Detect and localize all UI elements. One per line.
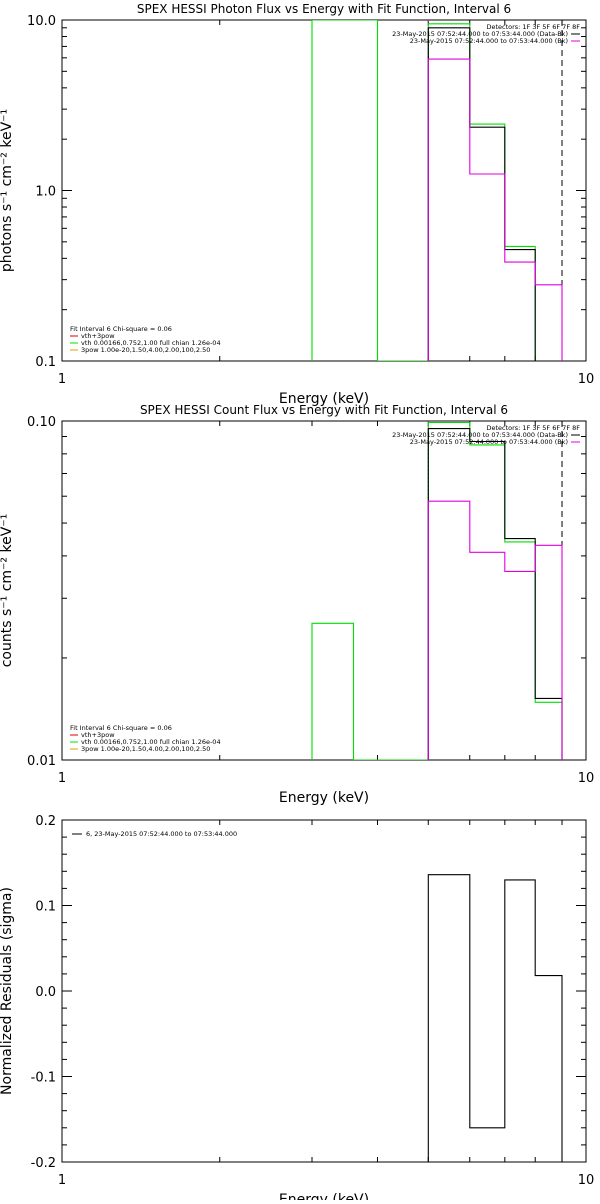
y-axis-label: Normalized Residuals (sigma): [0, 887, 15, 1095]
x-axis-label: Energy (keV): [279, 790, 369, 806]
plot-frame: [61, 819, 587, 1163]
plot-area: [311, 20, 563, 361]
fit-note: vth 0.00166,0.752,1.00 full chian 1.26e-…: [81, 738, 221, 746]
x-tick-label: 10: [578, 771, 595, 786]
legend-entry: Detectors: 1F 3F 5F 6F 7F 8F: [486, 424, 580, 432]
legend-entry: 23-May-2015 07:52:44.000 to 07:53:44.000…: [410, 438, 568, 446]
fit-note: vth 0.00166,0.752,1.00 full chian 1.26e-…: [81, 339, 221, 347]
fit-note: vth+3pow: [81, 731, 115, 739]
fit-note: 3pow 1.00e-20,1.50,4.00,2.00,100,2.50: [81, 745, 210, 753]
plot-frame: [61, 19, 587, 362]
y-tick-label: 0.0: [35, 985, 56, 1000]
plot-area: [427, 874, 563, 1162]
x-axis-label: Energy (keV): [279, 391, 369, 407]
y-tick-label: 0.01: [27, 754, 56, 769]
chart-panel-2: 1 10 0.01 0.10 SPEX HESSI Count Flux vs Ener…: [0, 403, 594, 806]
y-tick-label: 0.1: [35, 900, 56, 915]
plot-frame: [61, 420, 587, 761]
y-tick-label: 0.1: [35, 355, 56, 370]
series-fit-steps: [427, 27, 562, 361]
legend-entry: 23-May-2015 07:52:44.000 to 07:53:44.000…: [392, 431, 568, 439]
x-tick-label: 1: [58, 1173, 66, 1188]
x-tick-label: 10: [578, 372, 595, 387]
legend-entry: Detectors: 1F 3F 5F 6F 7F 8F: [486, 23, 580, 31]
series-fit-steps: [427, 428, 563, 760]
chart-panel-1: 1 10 0.1 1.0 10.0 SPEX HESSI Photon Flux vs E…: [0, 2, 594, 407]
x-axis-label: Energy (keV): [279, 1192, 369, 1200]
y-tick-label: 1.0: [35, 185, 56, 200]
series-bk-steps: [427, 58, 563, 361]
y-tick-label: -0.2: [31, 1156, 56, 1171]
legend-entry: 23-May-2015 07:52:44.000 to 07:53:44.000…: [392, 30, 568, 38]
y-tick-label: 10.0: [27, 14, 56, 29]
fit-note: Fit Interval 6 Chi-square = 0.06: [70, 325, 172, 333]
fit-note: Fit Interval 6 Chi-square = 0.06: [70, 724, 172, 732]
y-tick-label: 0.2: [35, 814, 56, 829]
y-tick-label: -0.1: [31, 1071, 56, 1086]
y-axis-label: photons s⁻¹ cm⁻² keV⁻¹: [0, 109, 15, 272]
plot-area: [311, 421, 563, 760]
series-bk-steps: [427, 500, 563, 760]
chart-title: SPEX HESSI Photon Flux vs Energy with Fi…: [137, 2, 511, 16]
series-data-bk-steps: [311, 20, 562, 361]
series-residuals-steps: [427, 874, 563, 1162]
y-axis-label: counts s⁻¹ cm⁻² keV⁻¹: [0, 514, 15, 668]
series-data-bk-steps: [311, 421, 563, 760]
legend-entry: 23-May-2015 07:52:44.000 to 07:53:44.000…: [410, 37, 568, 45]
y-tick-label: 0.10: [27, 415, 56, 430]
chart-title: SPEX HESSI Count Flux vs Energy with Fit…: [140, 403, 508, 417]
fit-note: vth+3pow: [81, 332, 115, 340]
fit-note: 3pow 1.00e-20,1.50,4.00,2.00,100,2.50: [81, 346, 210, 354]
chart-panel-3: 1 10 -0.2 -0.1 0.0 0.1 0.2 Energy (keV) Normaliz…: [0, 814, 595, 1204]
x-tick-label: 1: [58, 372, 66, 387]
residual-legend-label: 6, 23-May-2015 07:52:44.000 to 07:53:44.…: [86, 830, 237, 838]
x-tick-label: 10: [578, 1173, 595, 1188]
x-tick-label: 1: [58, 771, 66, 786]
